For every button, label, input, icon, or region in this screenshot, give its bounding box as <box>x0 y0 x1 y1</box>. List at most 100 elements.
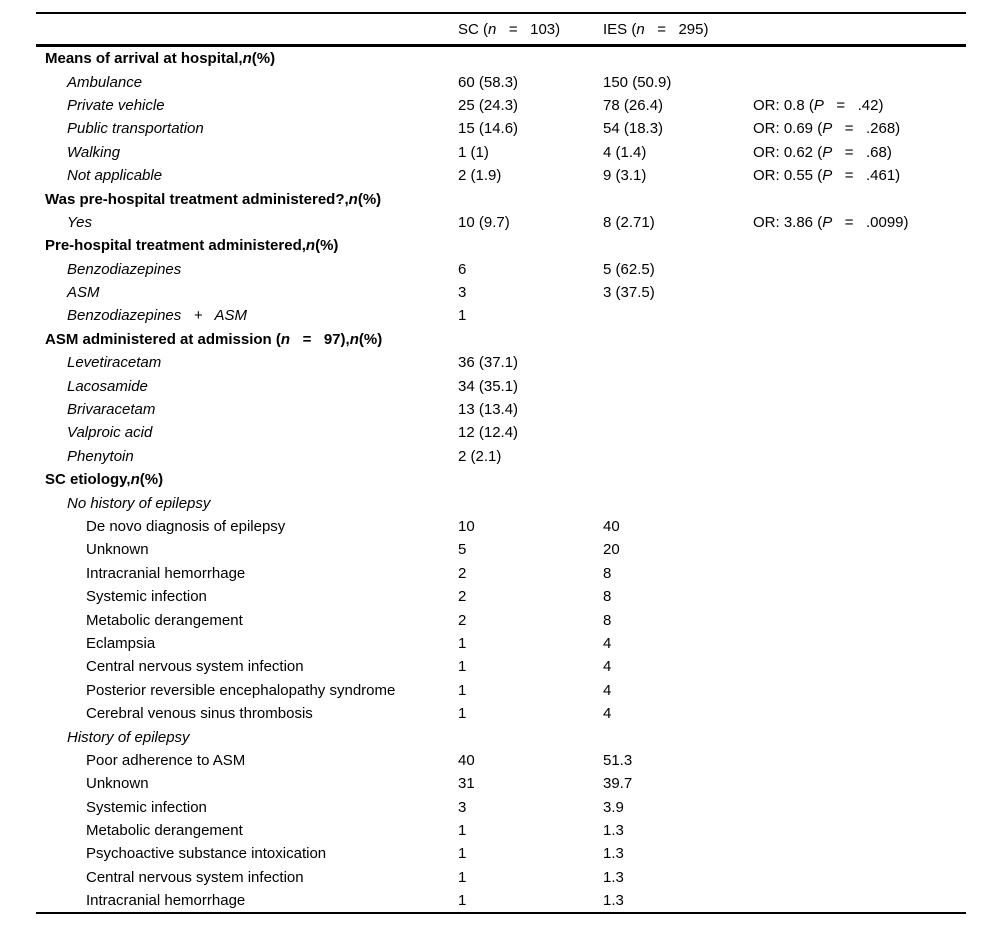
sc-value: 10 <box>458 518 475 535</box>
odds-ratio-value: OR: 0.62 (P = .68) <box>753 143 892 161</box>
row-label: ASM <box>67 284 100 302</box>
row-label: Public transportation <box>67 120 204 138</box>
row-label: Intracranial hemorrhage <box>86 564 246 582</box>
table-row: Psychoactive substance intoxication 1 1.… <box>36 842 966 865</box>
table-row: Levetiracetam 36 (37.1) <box>36 351 966 374</box>
sc-value: 1 <box>458 634 467 652</box>
ies-value: 9 (3.1) <box>603 167 647 185</box>
table-row: Phenytoin 2 (2.1) <box>36 445 966 468</box>
sc-value: 60 (58.3) <box>458 73 519 91</box>
table-row: Metabolic derangement 2 8 <box>36 608 966 631</box>
table-row: ASM administered at admission (n = 97),n… <box>36 328 966 351</box>
row-label: Private vehicle <box>67 96 165 114</box>
sc-value: 36 (37.1) <box>458 354 519 372</box>
row-label: Systemic infection <box>86 588 207 606</box>
row-label: Walking <box>67 143 121 161</box>
ies-value: 4 <box>603 658 612 676</box>
table-row: Eclampsia 1 4 <box>36 632 966 655</box>
row-label: Pre-hospital treatment administered,n(%) <box>45 237 339 255</box>
table-row: Metabolic derangement 1 1.3 <box>36 819 966 842</box>
sc-value: 1 <box>458 307 467 325</box>
ies-value: 39.7 <box>603 775 633 793</box>
ies-value: 8 <box>603 564 612 582</box>
sc-value: 6 <box>458 260 467 278</box>
sc-value: 12 (12.4) <box>458 424 519 442</box>
column-header-sc: SC (n = 103) <box>458 20 561 38</box>
ies-value: 1.3 <box>603 892 624 910</box>
row-label: ASM administered at admission (n = 97),n… <box>45 330 383 348</box>
table-top-rule <box>36 12 966 14</box>
row-label: De novo diagnosis of epilepsy <box>86 518 286 535</box>
row-label: SC etiology,n(%) <box>45 471 164 489</box>
odds-ratio-value: OR: 3.86 (P = .0099) <box>753 213 909 231</box>
ies-value: 5 (62.5) <box>603 260 655 278</box>
sc-value: 1 <box>458 845 467 863</box>
ies-value: 8 <box>603 588 612 606</box>
sc-value: 2 (2.1) <box>458 447 502 465</box>
table-bottom-rule <box>36 912 966 915</box>
table-row: Poor adherence to ASM 40 51.3 <box>36 749 966 772</box>
odds-ratio-value: OR: 0.69 (P = .268) <box>753 120 901 138</box>
row-label: Valproic acid <box>67 424 153 442</box>
sc-value: 31 <box>458 775 475 793</box>
table-row: Cerebral venous sinus thrombosis 1 4 <box>36 702 966 725</box>
row-label: Psychoactive substance intoxication <box>86 845 327 863</box>
ies-value: 8 <box>603 611 612 629</box>
row-label: No history of epilepsy <box>67 494 211 512</box>
table-row: No history of epilepsy <box>36 491 966 514</box>
ies-value: 4 (1.4) <box>603 143 647 161</box>
sc-value: 1 <box>458 658 467 676</box>
table-row: Lacosamide 34 (35.1) <box>36 374 966 397</box>
column-header-ies: IES (n = 295) <box>603 20 709 38</box>
sc-value: 3 <box>458 798 467 816</box>
table-header-row: SC (n = 103) IES (n = 295) <box>36 14 966 44</box>
row-label: Means of arrival at hospital,n(%) <box>45 50 276 68</box>
table-row: Yes 10 (9.7) 8 (2.71) OR: 3.86 (P = .009… <box>36 211 966 234</box>
table-row: De novo diagnosis of epilepsy 10 40 <box>36 515 966 538</box>
ies-value: 54 (18.3) <box>603 120 664 138</box>
table-row: Valproic acid 12 (12.4) <box>36 421 966 444</box>
ies-value: 4 <box>603 705 612 723</box>
table-row: Pre-hospital treatment administered,n(%) <box>36 234 966 257</box>
row-label: Systemic infection <box>86 798 207 816</box>
table-row: Central nervous system infection 1 1.3 <box>36 866 966 889</box>
sc-value: 2 <box>458 588 467 606</box>
row-label: Not applicable <box>67 167 163 185</box>
ies-value: 40 <box>603 518 620 535</box>
table-row: Central nervous system infection 1 4 <box>36 655 966 678</box>
row-label: Posterior reversible encephalopathy synd… <box>86 681 396 699</box>
row-label: Benzodiazepines + ASM <box>67 307 247 325</box>
table-row: Not applicable 2 (1.9) 9 (3.1) OR: 0.55 … <box>36 164 966 187</box>
row-label: Unknown <box>86 541 149 559</box>
sc-value: 10 (9.7) <box>458 213 510 231</box>
paper-table: SC (n = 103) IES (n = 295) Means of arri… <box>36 0 966 915</box>
sc-value: 1 <box>458 705 467 723</box>
sc-value: 2 <box>458 611 467 629</box>
table-row: Private vehicle 25 (24.3) 78 (26.4) OR: … <box>36 94 966 117</box>
row-label: Brivaracetam <box>67 401 156 419</box>
row-label: Metabolic derangement <box>86 822 243 840</box>
ies-value: 1.3 <box>603 822 624 840</box>
sc-value: 40 <box>458 751 475 769</box>
table-row: History of epilepsy <box>36 725 966 748</box>
odds-ratio-value: OR: 0.55 (P = .461) <box>753 167 901 185</box>
row-label: Yes <box>67 213 93 231</box>
table-row: Posterior reversible encephalopathy synd… <box>36 679 966 702</box>
table-row: Systemic infection 2 8 <box>36 585 966 608</box>
sc-value: 2 (1.9) <box>458 167 502 185</box>
ies-value: 1.3 <box>603 868 624 886</box>
table-row: Means of arrival at hospital,n(%) <box>36 47 966 70</box>
row-label: History of epilepsy <box>67 728 190 746</box>
ies-value: 4 <box>603 634 612 652</box>
ies-value: 51.3 <box>603 751 633 769</box>
table-row: Unknown 5 20 <box>36 538 966 561</box>
table-row: Benzodiazepines + ASM 1 <box>36 304 966 327</box>
ies-value: 3.9 <box>603 798 624 816</box>
table-row: Walking 1 (1) 4 (1.4) OR: 0.62 (P = .68) <box>36 141 966 164</box>
odds-ratio-value: OR: 0.8 (P = .42) <box>753 96 884 114</box>
table-row: Intracranial hemorrhage 1 1.3 <box>36 889 966 912</box>
table-body: Means of arrival at hospital,n(%) Ambula… <box>36 47 966 912</box>
sc-value: 34 (35.1) <box>458 377 519 395</box>
sc-value: 15 (14.6) <box>458 120 519 138</box>
row-label: Cerebral venous sinus thrombosis <box>86 705 313 723</box>
